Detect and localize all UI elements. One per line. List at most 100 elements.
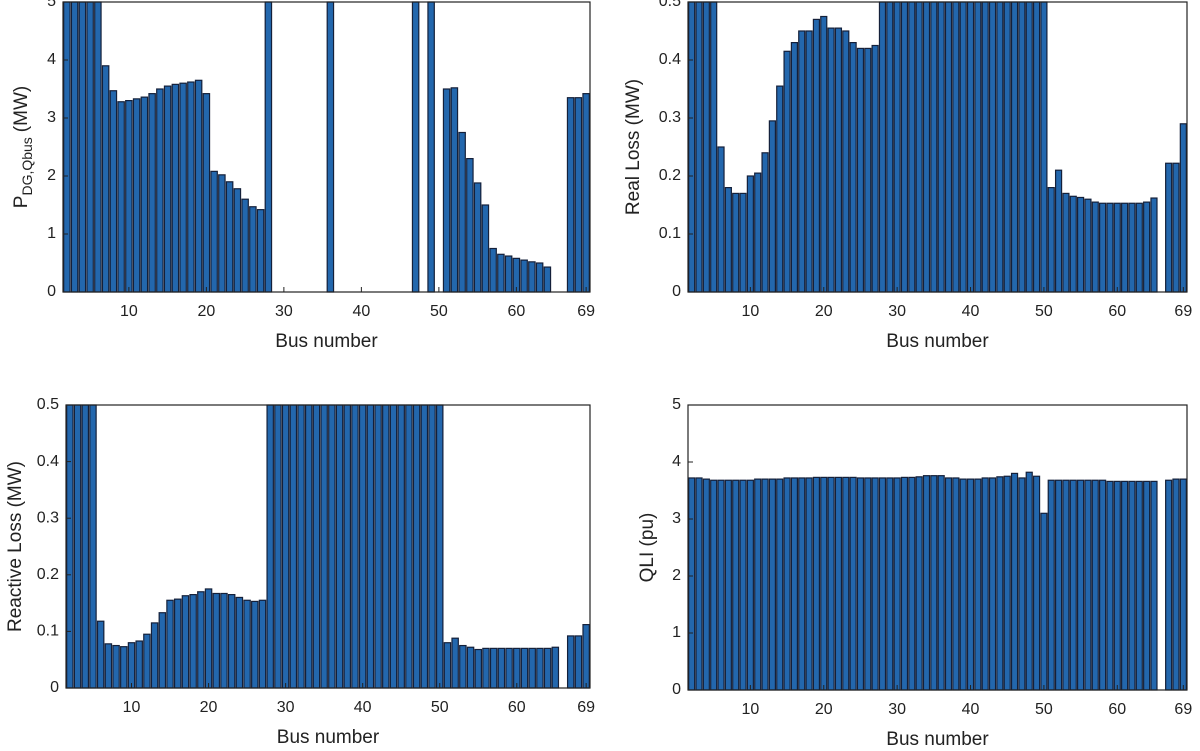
bar xyxy=(1047,479,1055,691)
y-tick-label: 0.5 xyxy=(659,0,681,10)
bar xyxy=(489,247,497,293)
x-tick-label: 20 xyxy=(815,701,833,718)
bar xyxy=(148,93,156,293)
x-tick-label: 69 xyxy=(577,699,595,716)
x-tick-label: 69 xyxy=(1174,303,1192,320)
bar xyxy=(1062,479,1070,691)
bar xyxy=(442,88,451,293)
bar xyxy=(1091,201,1099,293)
bar xyxy=(443,642,452,689)
bar xyxy=(566,635,575,689)
x-tick-label: 60 xyxy=(1108,701,1126,718)
y-tick-label: 0.3 xyxy=(37,509,59,526)
bar xyxy=(746,175,754,293)
bar xyxy=(459,644,467,689)
bar xyxy=(156,88,164,293)
bar xyxy=(258,599,267,689)
bar xyxy=(900,476,909,691)
bar xyxy=(886,477,894,691)
bar xyxy=(513,647,521,689)
bar xyxy=(328,404,336,689)
bar xyxy=(474,648,483,689)
axes-box xyxy=(687,404,1188,691)
bar xyxy=(1099,202,1107,293)
x-axis-label: Bus number xyxy=(886,729,989,750)
x-tick-label: 50 xyxy=(1035,701,1053,718)
bar xyxy=(1076,196,1085,293)
x-tick-label: 60 xyxy=(1108,303,1126,320)
bar xyxy=(981,1,989,293)
y-tick-label: 0.2 xyxy=(659,167,681,184)
bar xyxy=(125,99,133,293)
y-tick-label: 0.4 xyxy=(37,453,59,470)
bar xyxy=(1128,480,1136,691)
bar xyxy=(528,261,536,293)
bar xyxy=(86,1,94,293)
bar xyxy=(908,1,916,293)
bar xyxy=(988,477,997,691)
bar xyxy=(695,1,703,293)
bar xyxy=(724,187,732,293)
bar xyxy=(805,477,813,691)
x-tick-label: 10 xyxy=(741,303,759,320)
bar xyxy=(754,172,762,293)
bar xyxy=(497,253,505,293)
x-tick-label: 20 xyxy=(815,303,833,320)
y-tick-label: 4 xyxy=(47,51,56,68)
y-tick-label: 0.4 xyxy=(659,51,681,68)
bar xyxy=(1165,479,1173,691)
bar xyxy=(820,476,828,691)
bar xyxy=(1099,479,1107,691)
bar xyxy=(187,81,195,293)
bar xyxy=(988,1,997,293)
bar xyxy=(150,622,159,689)
x-tick-label: 60 xyxy=(508,699,526,716)
bar xyxy=(179,82,187,293)
bar xyxy=(1062,192,1070,293)
bar xyxy=(358,404,367,689)
y-tick-label: 0 xyxy=(47,283,56,300)
bar xyxy=(1018,477,1026,691)
y-axis-label-subscript: DG,Qbus xyxy=(19,137,35,195)
bar xyxy=(220,592,228,689)
bar xyxy=(551,646,560,689)
bar xyxy=(849,41,857,293)
bar xyxy=(944,477,953,691)
y-axis-label: QLI (pu) xyxy=(637,513,658,583)
bar xyxy=(73,404,82,689)
bar xyxy=(435,404,444,689)
bar xyxy=(89,404,97,689)
y-tick-label: 0.3 xyxy=(659,109,681,126)
bar xyxy=(1084,479,1092,691)
bar xyxy=(930,475,938,691)
y-axis-label-main: Real Loss (MW) xyxy=(623,79,644,215)
x-axis-label: Bus number xyxy=(275,331,378,352)
bar xyxy=(1179,478,1187,691)
bar xyxy=(1121,480,1129,691)
x-tick-label: 30 xyxy=(888,701,906,718)
bar xyxy=(132,98,141,293)
bar xyxy=(281,404,290,689)
bar xyxy=(140,96,149,293)
x-tick-label: 60 xyxy=(507,303,525,320)
x-tick-label: 69 xyxy=(577,303,595,320)
bar xyxy=(1040,512,1048,691)
y-axis-label-main: P xyxy=(11,196,32,209)
x-tick-label: 20 xyxy=(197,303,215,320)
x-tick-label: 20 xyxy=(200,699,218,716)
bar xyxy=(135,640,143,689)
bar xyxy=(225,181,234,293)
bar xyxy=(312,404,321,689)
bar xyxy=(790,477,799,691)
bar xyxy=(937,1,945,293)
x-tick-label: 40 xyxy=(962,303,980,320)
bar xyxy=(996,1,1004,293)
bar xyxy=(952,477,960,691)
bar xyxy=(805,30,813,293)
bar xyxy=(1084,198,1092,293)
bar xyxy=(966,478,975,691)
bar xyxy=(582,624,590,689)
bar xyxy=(397,404,405,689)
x-tick-label: 10 xyxy=(123,699,141,716)
axes-box xyxy=(687,1,1188,293)
